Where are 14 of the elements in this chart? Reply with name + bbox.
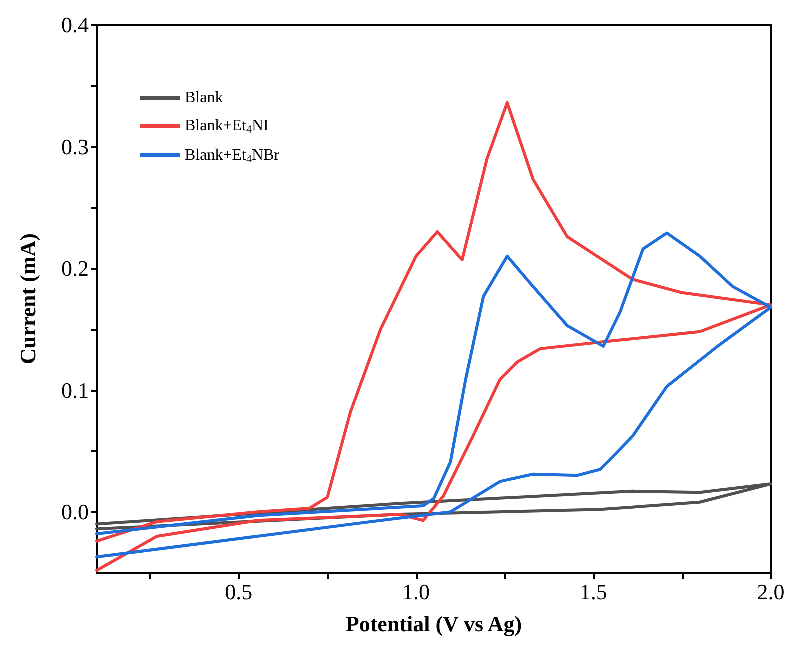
legend-label: Blank [185,90,224,106]
x-tick-label: 0.5 [225,580,253,604]
y-tick-label: 0.3 [62,134,89,160]
x-tick-label: 1.0 [402,580,430,604]
x-tick-label: 2.0 [757,580,785,604]
y-tick-label: 0.1 [62,378,89,403]
x-axis-title: Potential (V vs Ag) [346,612,522,636]
x-tick-label: 1.5 [580,580,608,604]
y-tick-label: 0.0 [62,500,89,525]
line-series [96,101,772,572]
y-axis-title: Current (mA) [16,234,40,364]
line-series [96,232,772,559]
y-tick-label: 0.4 [62,12,89,38]
y-tick-label: 0.2 [62,256,89,282]
